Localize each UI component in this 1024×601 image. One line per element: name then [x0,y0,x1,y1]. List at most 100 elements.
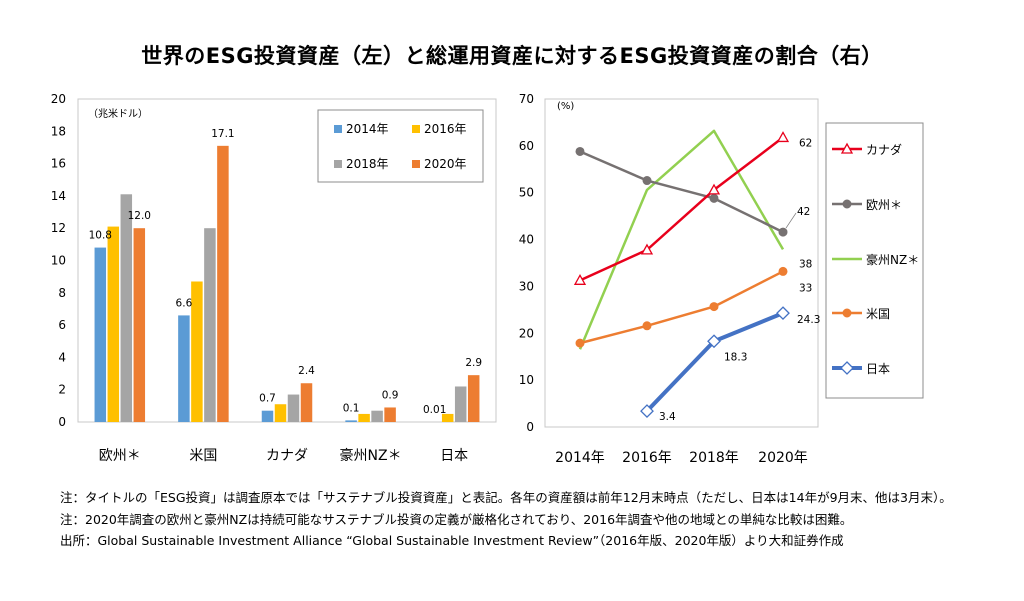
line-y-tick-label: 10 [519,373,534,387]
line-legend-box [825,122,924,399]
line-series-path [579,150,784,234]
bar [120,194,133,422]
source-note: 出所：Global Sustainable Investment Allianc… [60,533,844,548]
bar [191,281,203,422]
bar-y-tick-label: 6 [58,318,66,332]
line-point [640,404,654,418]
line-data-label: 3.4 [659,411,676,423]
bar-y-tick-label: 16 [51,157,66,171]
bar-data-labels: 10.8 12.0 6.6 17.1 0.7 2.4 0.1 0.9 0.01 2.9 [89,128,482,416]
line-data-label: 62 [799,137,812,149]
bar [274,404,287,422]
bar [261,410,274,422]
line-y-tick-label: 0 [526,420,534,434]
line-y-tick-label: 60 [519,139,534,153]
bar-unit-label: （兆米ドル） [88,107,148,120]
bar [467,375,480,422]
line-point [642,321,652,331]
line-point [575,338,585,348]
bar-y-tick-label: 4 [58,350,66,364]
footnote-2: 注：2020年調査の欧州と豪州NZは持続可能なサステナブル投資の定義が厳格化され… [60,511,853,527]
bar-legend-swatch [412,160,420,168]
line-point [642,176,652,186]
bar [384,407,396,422]
line-data-labels: 62 42 38 33 24.3 18.3 3.4 [659,137,820,423]
line-point [778,266,788,276]
line-legend-label: カナダ [866,142,902,157]
bar [178,315,190,422]
bar-legend-swatch [412,125,420,133]
line-x-tick-label: 2014年 [555,450,605,466]
line-point [707,183,721,195]
line-legend-label: 米国 [866,307,890,321]
footnotes: 注：タイトルの「ESG投資」は調査原本では「サステナブル投資資産」と表記。各年の… [60,487,952,552]
line-data-label: 33 [799,282,812,294]
bar-x-tick-label: 豪州NZ＊ [340,448,402,464]
bar-y-tick-label: 14 [51,189,66,203]
bar-data-label: 2.9 [465,357,482,369]
line-point [778,227,788,237]
line-point [776,306,790,321]
bar-y-tick-label: 0 [58,415,66,429]
line-point [573,273,587,285]
bar-y-tick-label: 18 [51,124,66,138]
bar-legend-label: 2016年 [424,122,467,136]
bar-data-label: 6.6 [176,297,193,309]
line-data-label: 42 [797,206,810,218]
footnote-1: 注：タイトルの「ESG投資」は調査原本では「サステナブル投資資産」と表記。各年の… [60,490,952,505]
bar [441,413,454,422]
bar [345,420,357,422]
bar [133,228,146,422]
line-point [709,193,719,203]
bar-legend-swatch [334,125,342,133]
bar-y-tick-label: 10 [51,254,66,268]
bar-data-label: 0.9 [382,389,399,401]
bar-data-label: 0.01 [423,404,446,416]
bar [300,383,313,422]
bar-legend-label: 2020年 [424,157,467,171]
bar [94,247,107,422]
line-y-tick-label: 20 [519,326,534,340]
line-legend-label: 豪州NZ＊ [866,252,919,267]
bar-data-label: 0.7 [259,393,276,405]
line-y-tick-label: 40 [519,233,534,247]
line-series-path [579,270,784,345]
bar-data-label: 2.4 [298,365,315,377]
bar-x-tick-label: 米国 [189,448,217,464]
bar-data-label: 17.1 [211,128,234,140]
line-data-label: 18.3 [724,351,747,363]
bar [204,228,216,422]
line-y-tick-label: 50 [519,186,534,200]
bar [358,413,370,422]
line-point [840,361,854,375]
line-y-axis: 0 10 20 30 40 50 60 70 [519,92,534,434]
line-point [842,199,852,209]
line-legend-label: 欧州＊ [866,198,902,212]
bar-y-tick-label: 12 [51,221,66,235]
bar-marks [94,145,480,422]
line-label-leader [785,212,797,229]
line-x-tick-label: 2016年 [622,450,672,466]
bar [371,410,383,422]
line-legend-label: 日本 [866,362,890,376]
line-series [573,129,790,418]
line-x-tick-label: 2018年 [689,450,739,466]
bar-legend-swatch [334,160,342,168]
bar-data-label: 0.1 [343,402,360,414]
line-data-label: 38 [799,258,812,270]
bar-legend-label: 2018年 [346,157,389,171]
line-point [575,146,585,156]
line-point [840,142,854,154]
bar-legend-box [317,109,484,183]
bar-data-label: 12.0 [128,210,151,222]
bar-data-label: 10.8 [89,230,112,242]
bar-x-tick-label: カナダ [266,448,308,464]
bar [287,394,300,422]
line-data-label: 24.3 [797,314,820,326]
line-unit-label: (%) [557,101,574,112]
line-point [776,131,790,143]
line-series-path [578,129,785,350]
bar-y-tick-label: 2 [58,383,66,397]
